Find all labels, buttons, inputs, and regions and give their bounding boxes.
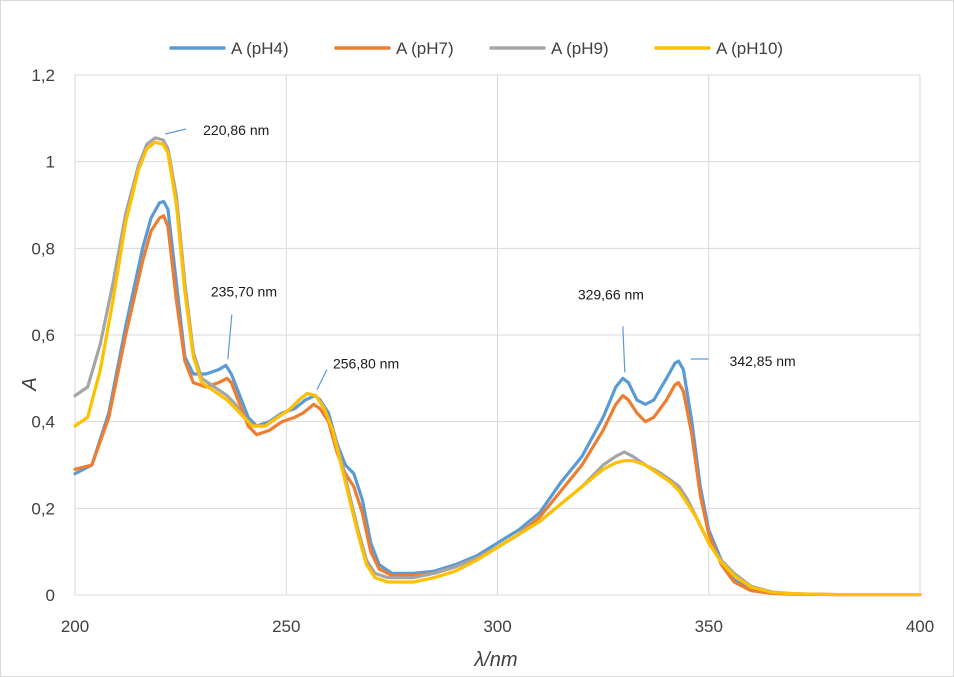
y-tick-label: 0,4: [31, 413, 55, 432]
peak-annotations: 220,86 nm 235,70 nm 256,80 nm 329,66 nm 342,…: [164, 122, 796, 390]
x-axis-title: λ/nm: [473, 649, 517, 671]
annotation-leader-line: [227, 314, 233, 360]
annotation-leader-line: [164, 128, 187, 135]
peak-annotation-label: 329,66 nm: [578, 286, 644, 302]
y-tick-label: 1: [46, 153, 55, 172]
series-line-1: [73, 199, 922, 597]
series-line-4: [73, 140, 922, 597]
gridlines: [74, 74, 921, 596]
peak-annotation-label: 220,86 nm: [203, 122, 269, 138]
annotation-leader-line: [622, 326, 626, 373]
legend-label-3: A (pH9): [551, 39, 609, 58]
y-tick-label: 0: [46, 586, 55, 605]
axes: 0 0,2 0,4 0,6 0,8 1 1,2 200 250 300 350 400: [31, 66, 934, 636]
y-tick-label: 0,8: [31, 239, 55, 258]
legend-label-1: A (pH4): [231, 39, 289, 58]
y-tick-label: 0,6: [31, 326, 55, 345]
annotation-leader-line: [316, 369, 328, 390]
x-tick-label: 300: [483, 617, 511, 636]
legend-label-2: A (pH7): [396, 39, 454, 58]
series-lines: [73, 136, 922, 597]
series-line-2: [73, 214, 922, 597]
x-tick-label: 400: [906, 617, 934, 636]
legend: A (pH4) A (pH7) A (pH9) A (pH10): [169, 39, 783, 58]
x-tick-label: 250: [272, 617, 300, 636]
peak-annotation-label: 235,70 nm: [211, 283, 277, 299]
peak-annotation-label: 256,80 nm: [333, 356, 399, 372]
y-axis-title: A: [19, 377, 41, 391]
y-tick-label: 1,2: [31, 66, 55, 85]
peak-annotation-label: 342,85 nm: [730, 353, 796, 369]
x-tick-label: 350: [695, 617, 723, 636]
x-tick-label: 200: [61, 617, 89, 636]
legend-label-4: A (pH10): [716, 39, 783, 58]
y-tick-label: 0,2: [31, 499, 55, 518]
